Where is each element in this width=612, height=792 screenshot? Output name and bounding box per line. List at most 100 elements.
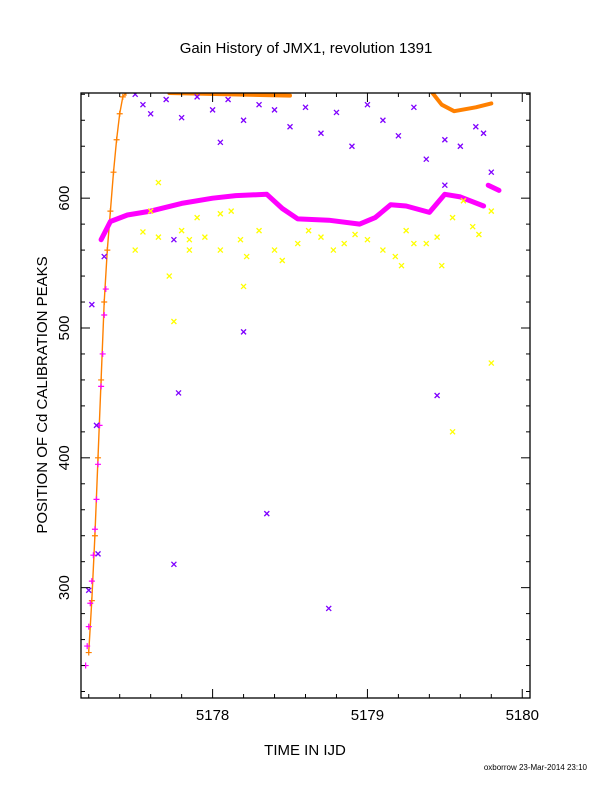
data-point (488, 169, 495, 176)
footer-credit: oxborrow 23-Mar-2014 23:10 (484, 763, 588, 772)
data-point (186, 247, 193, 254)
data-point (460, 197, 467, 204)
data-point (122, 93, 129, 96)
data-point (263, 510, 270, 517)
data-point (441, 136, 448, 143)
data-point (116, 110, 123, 117)
x-tick-label: 5178 (196, 707, 229, 724)
data-point (469, 223, 476, 230)
data-point (305, 227, 312, 234)
data-point (228, 208, 235, 215)
data-point (398, 262, 405, 269)
series-0 (85, 93, 494, 656)
data-point (480, 130, 487, 137)
y-tick-label: 600 (56, 186, 73, 211)
data-point (132, 247, 139, 254)
data-point (147, 208, 154, 215)
data-point (225, 96, 232, 103)
data-point (178, 114, 185, 121)
y-tick-label: 500 (56, 315, 73, 340)
series-line (485, 182, 502, 193)
data-point (87, 600, 94, 607)
data-point (170, 561, 177, 568)
data-point (423, 156, 430, 163)
data-point (434, 234, 441, 241)
data-point (95, 461, 102, 468)
data-point (341, 240, 348, 247)
data-point (147, 110, 154, 117)
data-point (434, 392, 441, 399)
data-point (256, 101, 263, 108)
data-point (101, 299, 108, 306)
data-point (379, 247, 386, 254)
data-point (410, 240, 417, 247)
data-point (271, 106, 278, 113)
data-point (155, 234, 162, 241)
plot-frame (80, 92, 531, 699)
data-point (475, 231, 482, 238)
data-point (302, 104, 309, 111)
data-point (333, 109, 340, 116)
data-point (472, 123, 479, 130)
data-point (98, 383, 105, 390)
data-point (279, 257, 286, 264)
data-point (107, 208, 114, 215)
data-point (104, 247, 111, 254)
x-tick-label: 5180 (506, 707, 539, 724)
x-tick-label: 5179 (351, 707, 384, 724)
data-point (88, 301, 95, 308)
data-point (175, 389, 182, 396)
data-point (330, 247, 337, 254)
data-point (85, 649, 92, 656)
data-point (194, 93, 201, 100)
data-point (101, 253, 108, 260)
data-point (488, 208, 495, 215)
data-point (85, 623, 92, 630)
data-point (88, 578, 95, 585)
data-point (119, 93, 126, 100)
data-point (93, 496, 100, 503)
data-point (243, 253, 250, 260)
data-point (325, 605, 332, 612)
data-point (441, 182, 448, 189)
data-point (237, 236, 244, 243)
data-point (91, 526, 98, 533)
data-point (217, 210, 224, 217)
series-line (430, 93, 494, 114)
data-point (101, 312, 108, 319)
data-point (90, 552, 97, 559)
data-point (155, 179, 162, 186)
chart-title: Gain History of JMX1, revolution 1391 (180, 40, 433, 57)
data-point (91, 532, 98, 539)
data-point (392, 253, 399, 260)
data-point (98, 376, 105, 383)
data-point (271, 247, 278, 254)
data-point (194, 214, 201, 221)
data-point (186, 236, 193, 243)
data-point (95, 550, 101, 557)
series-2 (132, 179, 495, 435)
data-point (85, 587, 92, 594)
y-axis-label: POSITION OF Cd CALIBRATION PEAKS (34, 256, 51, 533)
data-point (170, 236, 177, 243)
data-point (170, 318, 177, 325)
data-point (217, 247, 224, 254)
data-point (209, 106, 216, 113)
data-point (95, 454, 102, 461)
data-point (438, 262, 445, 269)
series-line (88, 93, 127, 654)
data-point (256, 227, 263, 234)
data-point (318, 130, 324, 137)
data-point (423, 240, 430, 247)
data-point (240, 328, 247, 335)
data-point (240, 283, 247, 290)
data-point (201, 234, 208, 241)
series-1 (82, 182, 502, 669)
data-point (449, 214, 456, 221)
data-point (348, 143, 355, 150)
data-point (240, 117, 247, 124)
data-point (364, 236, 371, 243)
data-point (166, 273, 173, 280)
data-point (364, 101, 371, 108)
